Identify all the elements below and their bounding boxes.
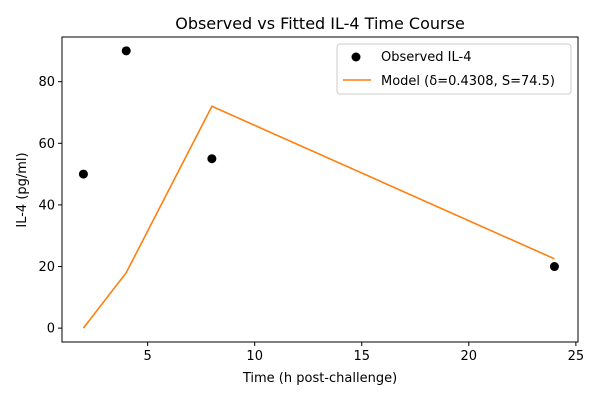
x-tick-label: 25 xyxy=(568,349,585,364)
y-tick-label: 60 xyxy=(38,137,55,152)
y-axis-label: IL-4 (pg/ml) xyxy=(15,152,30,227)
legend-label-model: Model (δ=0.4308, S=74.5) xyxy=(381,74,555,89)
legend-label-observed: Observed IL-4 xyxy=(381,50,472,65)
observed-point xyxy=(207,154,217,164)
y-tick-label: 0 xyxy=(47,322,55,337)
model-line xyxy=(82,105,555,329)
plot-area xyxy=(78,46,559,329)
x-tick-label: 10 xyxy=(246,349,263,364)
observed-point xyxy=(549,262,559,272)
y-tick-label: 20 xyxy=(38,260,55,275)
x-axis-label: Time (h post-challenge) xyxy=(242,371,397,386)
legend-marker-observed xyxy=(351,52,361,62)
chart-title: Observed vs Fitted IL-4 Time Course xyxy=(175,14,465,33)
y-tick-label: 80 xyxy=(38,75,55,90)
x-tick-label: 5 xyxy=(144,349,152,364)
x-axis-ticks: 5 10 15 20 25 xyxy=(144,342,585,364)
y-tick-label: 40 xyxy=(38,198,55,213)
plot-frame xyxy=(61,36,579,343)
legend: Observed IL-4 Model (δ=0.4308, S=74.5) xyxy=(336,43,572,95)
observed-point xyxy=(121,46,131,56)
x-tick-label: 20 xyxy=(461,349,478,364)
x-tick-label: 15 xyxy=(353,349,370,364)
observed-point xyxy=(78,169,88,179)
legend-box xyxy=(336,43,572,95)
y-axis-ticks: 0 20 40 60 80 xyxy=(38,75,62,337)
